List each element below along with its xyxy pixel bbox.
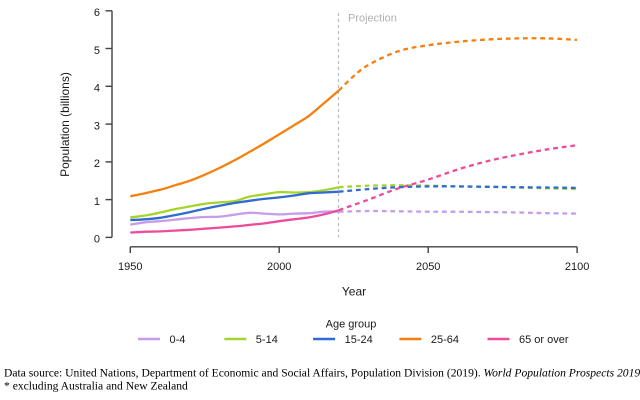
svg-text:5: 5 [94,45,100,57]
svg-text:2: 2 [94,158,100,170]
svg-text:0-4: 0-4 [170,334,186,346]
svg-text:5-14: 5-14 [256,334,278,346]
svg-text:65 or over: 65 or over [519,334,569,346]
svg-text:4: 4 [94,83,100,95]
svg-text:Projection: Projection [348,13,397,25]
svg-text:Age group: Age group [326,319,377,331]
svg-text:Data source: United Nations, D: Data source: United Nations, Department … [4,367,640,380]
svg-text:Population (billions): Population (billions) [58,72,72,177]
svg-text:2050: 2050 [416,261,440,273]
svg-text:2100: 2100 [565,261,589,273]
svg-text:15-24: 15-24 [345,334,373,346]
svg-text:3: 3 [94,120,100,132]
svg-text:* excluding Australia and New: * excluding Australia and New Zealand [4,380,188,393]
svg-text:1950: 1950 [118,261,142,273]
svg-text:1: 1 [94,196,100,208]
svg-text:0: 0 [94,234,100,246]
svg-text:2000: 2000 [267,261,291,273]
svg-text:25-64: 25-64 [431,334,459,346]
svg-text:Year: Year [342,285,366,299]
svg-text:6: 6 [94,7,100,19]
